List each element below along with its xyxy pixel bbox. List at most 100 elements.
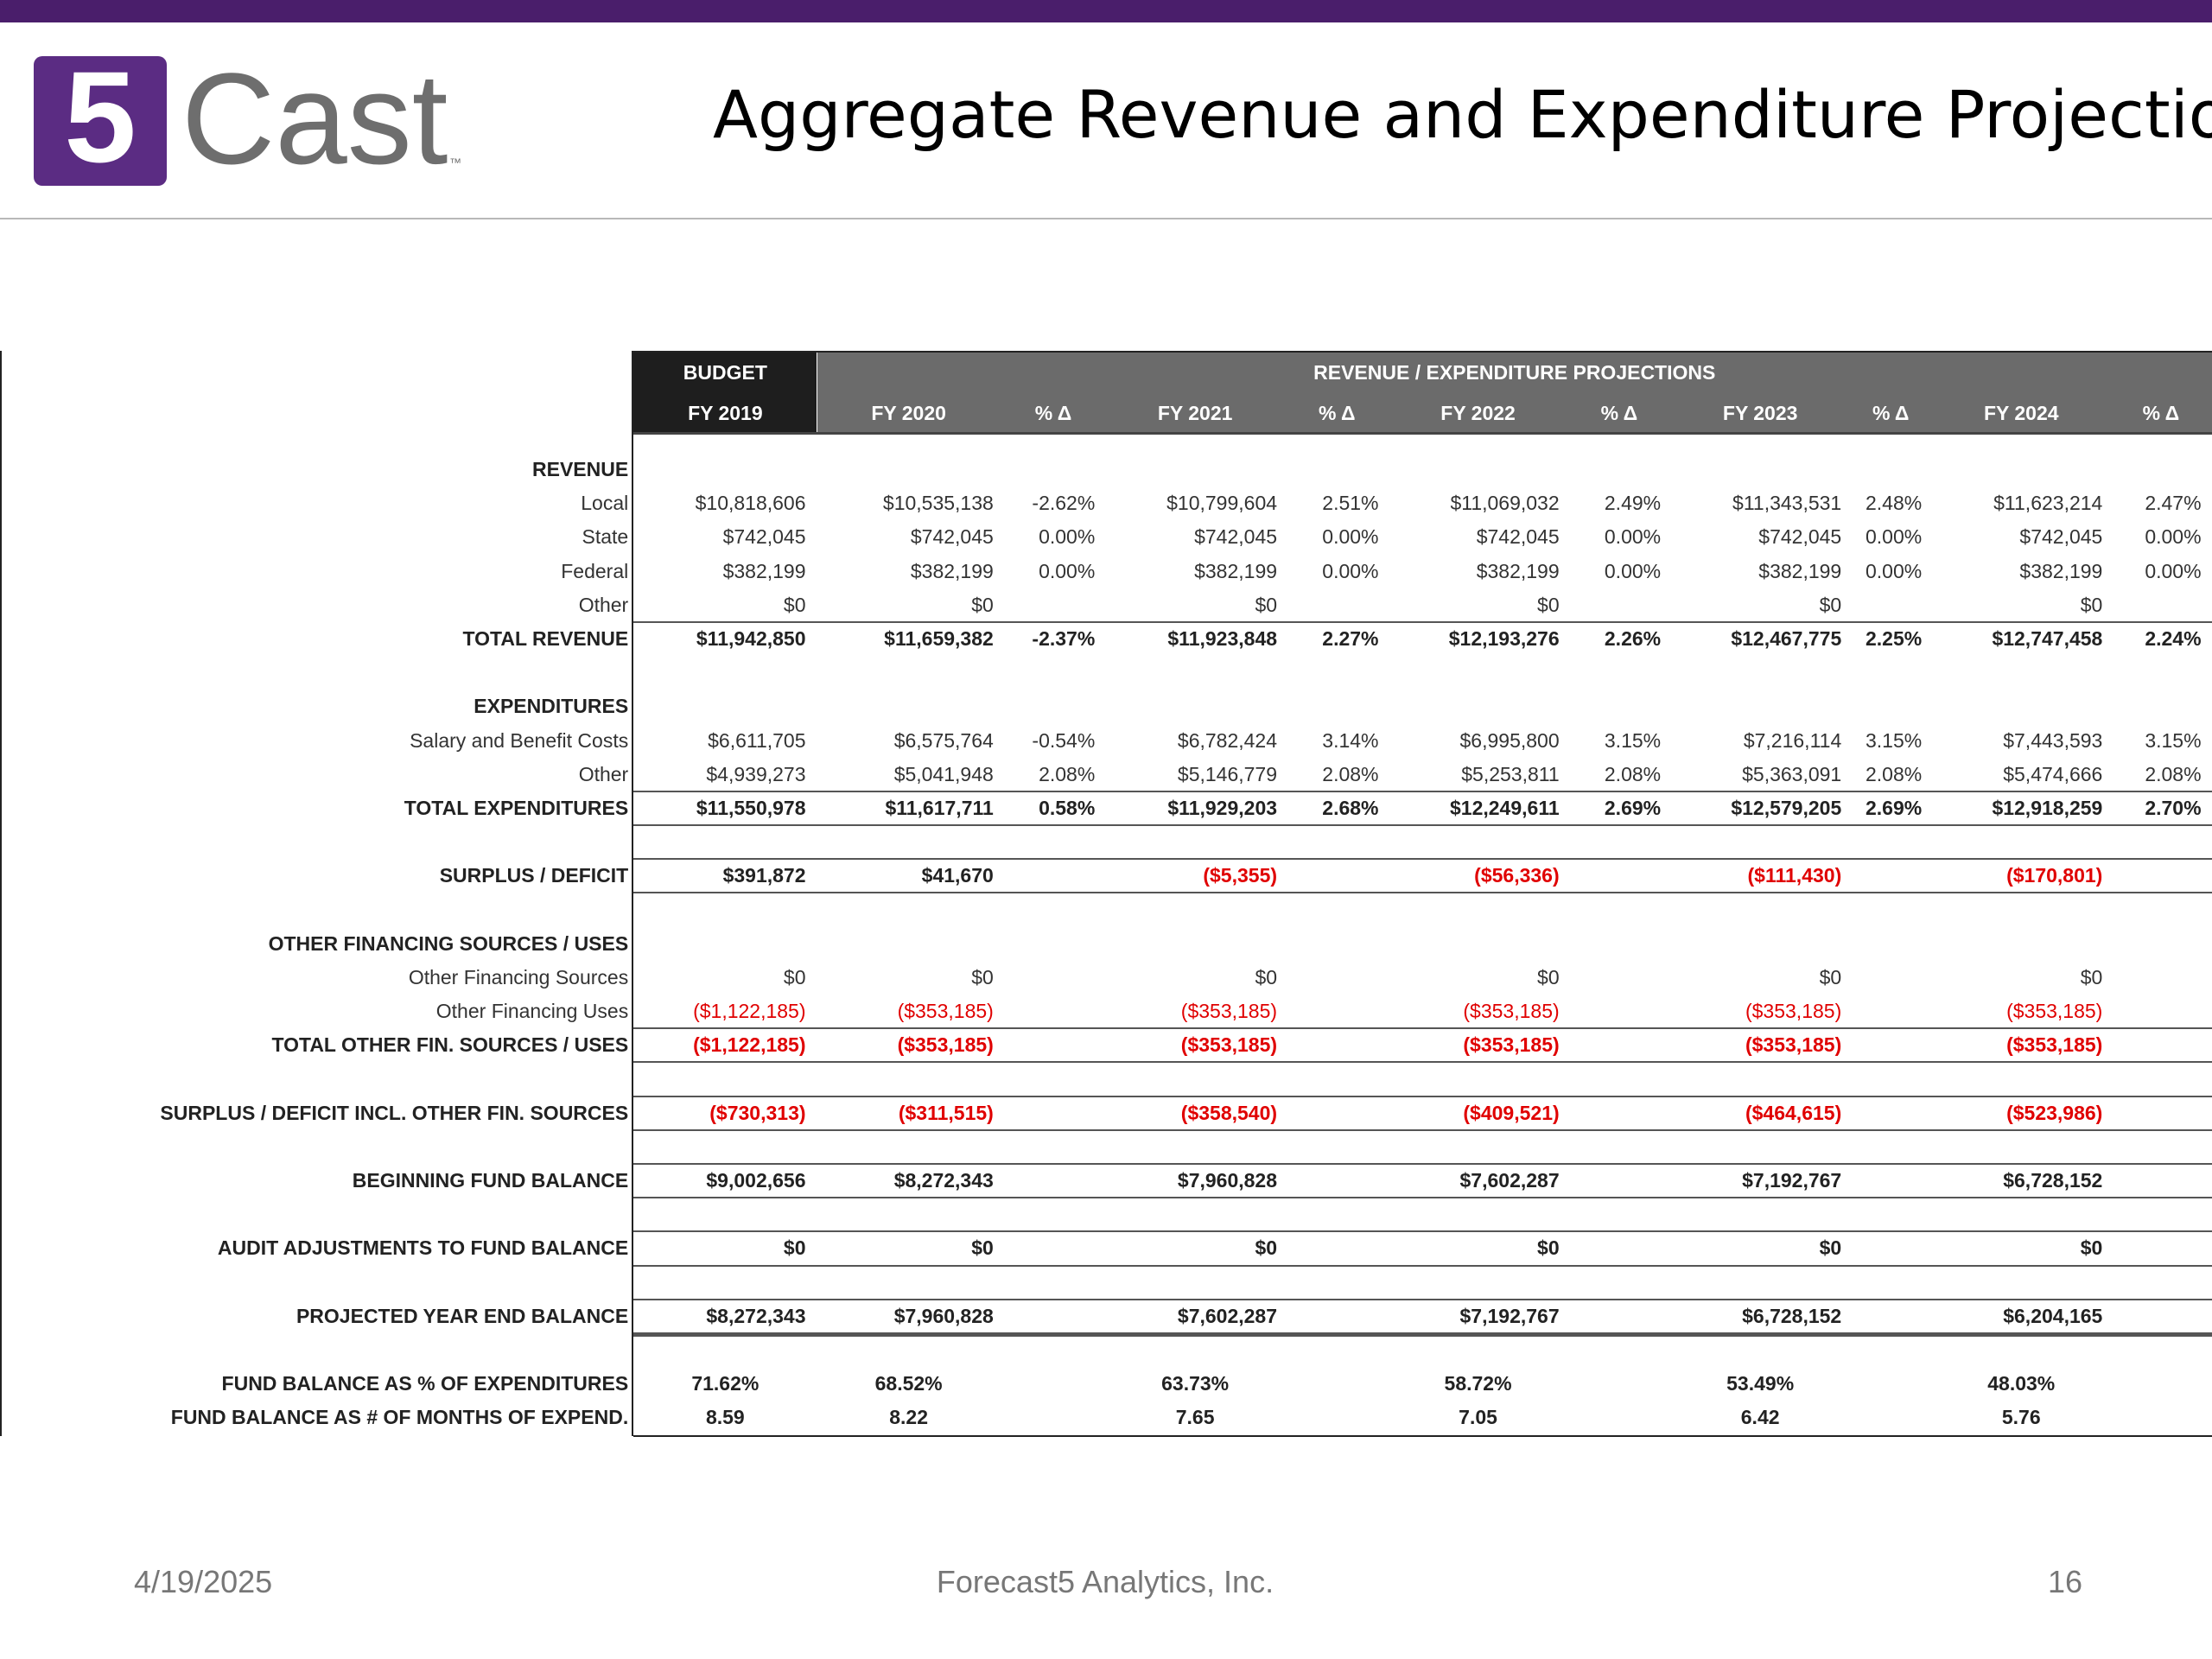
row-rule (633, 790, 2212, 792)
row-rule (633, 620, 2212, 623)
cell: $382,199 (1476, 559, 1560, 582)
cell: $0 (2080, 1236, 2103, 1260)
cell: ($111,430) (1747, 864, 1842, 887)
column-header: % Δ (2142, 402, 2180, 424)
cell: $0 (1819, 1236, 1842, 1260)
cell: 2.08% (2145, 762, 2202, 785)
column-header: FY 2022 (1440, 402, 1516, 424)
cell: 0.00% (1604, 525, 1662, 549)
cell: -2.37% (1032, 626, 1096, 650)
cell: 0.00% (1866, 525, 1923, 549)
cell: 2.70% (2145, 796, 2202, 819)
cell: ($464,615) (1745, 1101, 1842, 1124)
row-label: SURPLUS / DEFICIT INCL. OTHER FIN. SOURC… (160, 1101, 629, 1124)
cell: $8,272,343 (706, 1304, 806, 1327)
cell: $742,045 (1194, 525, 1278, 549)
cell: $7,192,767 (1459, 1304, 1560, 1327)
row-rule (633, 1197, 2212, 1199)
cell: $5,146,779 (1177, 762, 1278, 785)
cell: $0 (971, 965, 994, 988)
left-border (0, 351, 2, 1437)
cell: 3.15% (2145, 728, 2202, 752)
cell: $0 (971, 593, 994, 616)
logo-box (34, 56, 167, 186)
cell: 2.48% (1866, 492, 1923, 515)
row-rule (633, 1061, 2212, 1064)
cell: 2.08% (1604, 762, 1662, 785)
cell: ($523,986) (2006, 1101, 2103, 1124)
row-rule (633, 1230, 2212, 1233)
cell: $0 (1819, 965, 1842, 988)
row-label: TOTAL EXPENDITURES (404, 796, 629, 819)
row-label: PROJECTED YEAR END BALANCE (296, 1304, 629, 1327)
row-label: Federal (561, 559, 629, 582)
cell: $6,995,800 (1459, 728, 1560, 752)
cell: $5,363,091 (1742, 762, 1842, 785)
cell: $6,575,764 (893, 728, 994, 752)
cell: 68.52% (874, 1372, 943, 1395)
cell: 0.58% (1039, 796, 1096, 819)
cell: ($170,801) (2006, 864, 2103, 887)
row-rule (633, 1095, 2212, 1097)
logo-tm: ™ (449, 156, 461, 169)
cell: 2.47% (2145, 492, 2202, 515)
cell: 58.72% (1444, 1372, 1512, 1395)
cell: 0.00% (1604, 559, 1662, 582)
cell: ($409,521) (1463, 1101, 1560, 1124)
cell: -0.54% (1032, 728, 1096, 752)
header-rule (0, 218, 2212, 219)
row-label: Other (578, 593, 629, 616)
cell: 2.27% (1322, 626, 1379, 650)
cell: $10,535,138 (882, 492, 994, 515)
column-header: FY 2024 (1984, 402, 2059, 424)
cell: 0.00% (1039, 559, 1096, 582)
row-rule (633, 1332, 2212, 1337)
row-label: REVENUE (532, 458, 629, 480)
header-gray (817, 353, 2212, 433)
cell: 48.03% (1987, 1372, 2056, 1395)
cell: ($353,185) (1745, 1000, 1842, 1023)
cell: ($358,540) (1180, 1101, 1278, 1124)
cell: $742,045 (1758, 525, 1842, 549)
cell: 71.62% (691, 1372, 760, 1395)
footer-date: 4/19/2025 (134, 1564, 273, 1599)
label-divider (632, 351, 634, 1437)
logo-word: Cast (181, 46, 448, 191)
logo-mark: 5 (64, 44, 137, 189)
row-rule (633, 1298, 2212, 1300)
cell: $10,799,604 (1166, 492, 1278, 515)
cell: $6,611,705 (708, 728, 806, 752)
row-label: FUND BALANCE AS % OF EXPENDITURES (221, 1372, 629, 1395)
cell: $7,443,593 (2003, 728, 2103, 752)
cell: ($1,122,185) (693, 1000, 806, 1023)
row-label: Other (578, 762, 629, 785)
cell: $6,782,424 (1177, 728, 1278, 752)
cell: $8,272,343 (893, 1169, 994, 1192)
header-bottom (633, 432, 2212, 435)
row-label: TOTAL OTHER FIN. SOURCES / USES (271, 1033, 629, 1057)
cell: ($353,185) (1180, 1000, 1278, 1023)
row-rule (633, 824, 2212, 827)
cell: $12,193,276 (1448, 626, 1560, 650)
cell: $0 (1255, 965, 1278, 988)
row-label: Local (581, 492, 629, 515)
cell: ($5,355) (1203, 864, 1278, 887)
cell: $10,818,606 (695, 492, 806, 515)
row-label: TOTAL REVENUE (462, 626, 629, 650)
cell: 2.24% (2145, 626, 2202, 650)
cell: $7,602,287 (1177, 1304, 1278, 1327)
cell: $7,216,114 (1743, 728, 1842, 752)
cell: $7,602,287 (1459, 1169, 1560, 1192)
cell: $382,199 (1194, 559, 1278, 582)
footer-page: 16 (2047, 1564, 2082, 1599)
cell: $6,728,152 (2003, 1169, 2103, 1192)
cell: $11,929,203 (1167, 796, 1278, 819)
cell: $12,249,611 (1450, 796, 1560, 819)
row-rule (633, 1163, 2212, 1166)
cell: $6,204,165 (2003, 1304, 2103, 1327)
cell: 7.05 (1459, 1406, 1497, 1429)
cell: $7,192,767 (1742, 1169, 1842, 1192)
cell: ($353,185) (2006, 1000, 2103, 1023)
cell: 2.51% (1322, 492, 1379, 515)
group-label: BUDGET (683, 361, 767, 384)
